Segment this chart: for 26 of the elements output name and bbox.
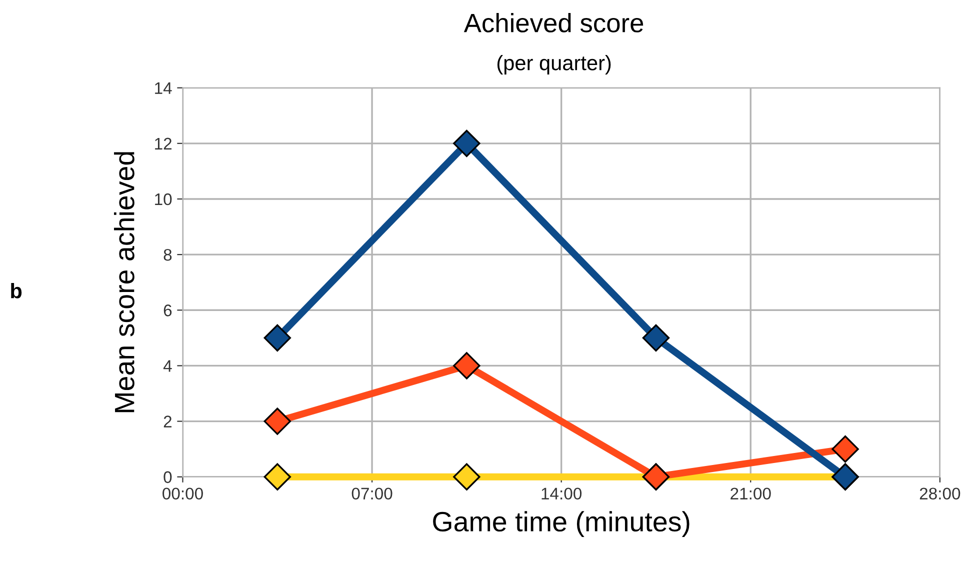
point [264, 463, 291, 490]
y-tick-label: 12 [155, 138, 172, 150]
y-tick-label: 10 [155, 193, 172, 206]
x-tick-label: 21:00 [730, 488, 771, 500]
chart-title: Achieved score [464, 13, 644, 32]
point [642, 324, 670, 352]
point [264, 408, 291, 435]
x-axis-title: Game time (minutes) [433, 511, 690, 538]
x-tick-label: 28:00 [920, 488, 960, 500]
x-tick-label: 00:00 [162, 488, 203, 500]
y-tick-label: 14 [155, 82, 172, 94]
y-tick-label: 2 [164, 416, 172, 428]
y-tick-label: 4 [163, 360, 172, 372]
point [453, 352, 480, 380]
y-tick-label: 8 [164, 248, 172, 261]
x-tick-label: 14:00 [542, 488, 582, 500]
point [264, 324, 291, 352]
point [453, 130, 480, 158]
y-axis-title: Mean score achieved [114, 152, 134, 412]
chart-subtitle: (per quarter) [497, 55, 611, 74]
point [832, 435, 859, 463]
y-tick-label: 6 [164, 304, 172, 316]
y-tick-label: 0 [164, 471, 172, 484]
x-tick-label: 07:00 [352, 488, 392, 500]
point [453, 463, 480, 490]
text: b [11, 283, 22, 298]
